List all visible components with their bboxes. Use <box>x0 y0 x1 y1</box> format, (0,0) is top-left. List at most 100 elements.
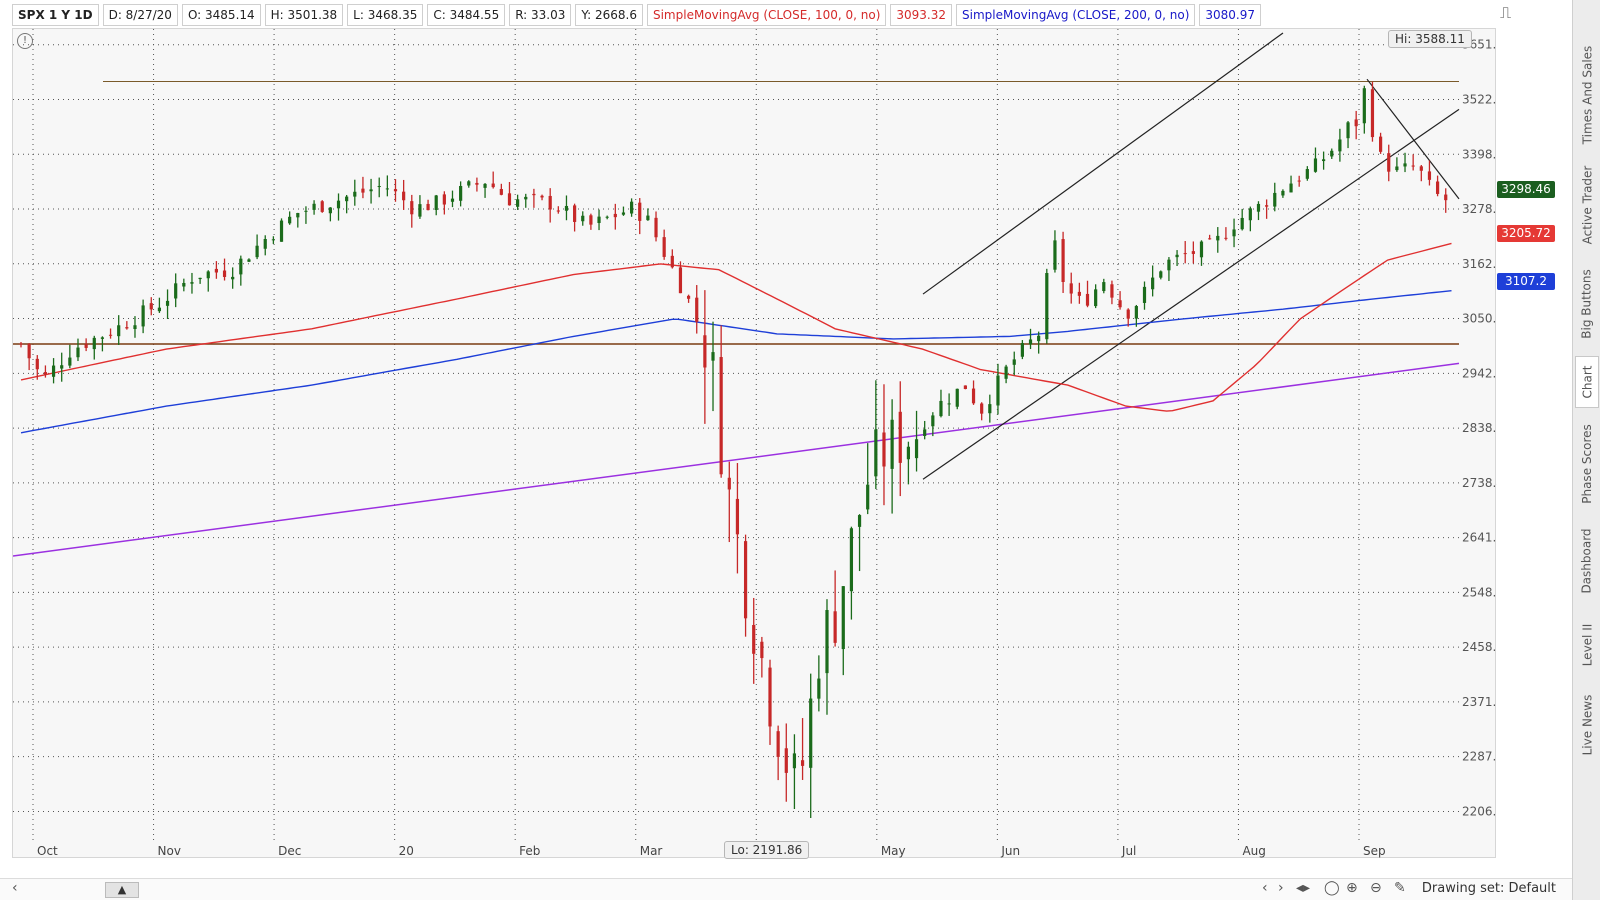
candle-body <box>1134 306 1138 319</box>
tab-active-trader[interactable]: Active Trader <box>1580 165 1595 245</box>
drawing-set-selector[interactable]: Drawing set: Default <box>1421 881 1556 896</box>
y-tick-label: 3398.21 <box>1462 147 1497 161</box>
candle-body <box>76 347 80 358</box>
candle-body <box>312 203 316 210</box>
candle-body <box>833 611 837 643</box>
candle-body <box>524 196 528 200</box>
price-chart[interactable]: 3651.743522.693398.213278.123162.283050.… <box>12 28 1497 859</box>
candle-body <box>1037 335 1041 342</box>
candle-body <box>117 325 121 337</box>
symbol-label[interactable]: SPX 1 Y 1D <box>12 3 99 26</box>
candle-body <box>499 188 503 195</box>
candle-body <box>1330 150 1334 157</box>
chart-settings-icon[interactable]: ⎍ <box>1500 3 1512 22</box>
x-tick-label: Jul <box>1121 844 1136 858</box>
candle-body <box>369 189 373 192</box>
candle-body <box>849 528 854 592</box>
candle-body <box>1313 158 1318 172</box>
candle-body <box>1240 217 1244 230</box>
candle-body <box>1110 284 1114 298</box>
candle-body <box>1403 163 1407 167</box>
y-tick-label: 2838.74 <box>1462 421 1497 435</box>
candle-body <box>670 255 674 268</box>
candle-body <box>320 201 324 212</box>
x-tick-label: Dec <box>278 844 301 858</box>
channel-upper-line <box>922 32 1284 295</box>
candle-body <box>92 337 96 350</box>
reset-zoom-icon[interactable]: ◯ <box>1324 880 1340 896</box>
open-value: O: 3485.14 <box>181 3 261 26</box>
candle-body <box>377 186 381 188</box>
candle-body <box>336 200 341 209</box>
candle-body <box>108 334 113 336</box>
candle-body <box>450 198 455 202</box>
scroll-left-arrow-icon[interactable]: ‹ <box>12 880 18 896</box>
candle-body <box>206 271 210 279</box>
tab-big-buttons[interactable]: Big Buttons <box>1580 269 1595 339</box>
alert-clock-icon[interactable]: ! <box>17 33 33 49</box>
candle-body <box>157 307 162 312</box>
candle-body <box>263 239 267 249</box>
candle-body <box>540 195 544 198</box>
y-tick-label: 2738.42 <box>1462 476 1497 490</box>
tab-live-news[interactable]: Live News <box>1580 694 1594 756</box>
y-tick-label: 3162.28 <box>1462 257 1497 271</box>
tab-chart[interactable]: Chart <box>1575 356 1599 408</box>
channel-lower-line <box>922 108 1460 480</box>
candle-body <box>906 446 911 460</box>
candle-body <box>971 388 976 404</box>
sma200-label[interactable]: SimpleMovingAvg (CLOSE, 200, 0, no) <box>956 3 1196 26</box>
range-value: R: 33.03 <box>509 3 572 26</box>
candle-body <box>1142 286 1147 303</box>
pan-arrows-icon[interactable]: ◂▸ <box>1296 880 1311 896</box>
tab-times-and-sales[interactable]: Times And Sales <box>1580 45 1594 145</box>
candle-body <box>589 215 593 225</box>
candle-body <box>51 365 56 377</box>
candle-body <box>914 439 919 459</box>
chart-canvas[interactable]: 3651.743522.693398.213278.123162.283050.… <box>13 29 1497 859</box>
candle-body <box>198 277 202 280</box>
candle-body <box>1256 203 1261 212</box>
long-trendline <box>13 362 1460 557</box>
candle-body <box>1102 282 1106 292</box>
sma100-label[interactable]: SimpleMovingAvg (CLOSE, 100, 0, no) <box>646 3 887 26</box>
zoom-in-icon[interactable]: ⊕ <box>1346 880 1358 896</box>
candle-body <box>1159 271 1163 278</box>
tab-dashboard[interactable]: Dashboard <box>1580 528 1595 594</box>
candle-body <box>882 432 886 467</box>
candle-body <box>182 282 186 287</box>
x-tick-label: May <box>881 844 906 858</box>
candle-body <box>1387 153 1391 172</box>
scroll-prev-icon[interactable]: ‹ <box>1262 880 1268 896</box>
candle-body <box>1191 251 1195 254</box>
candle-body <box>711 352 715 361</box>
candle-body <box>743 541 748 619</box>
tab-phase-scores[interactable]: Phase Scores <box>1580 424 1595 504</box>
scroll-next-icon[interactable]: › <box>1278 880 1284 896</box>
candle-body <box>516 199 520 207</box>
candle-body <box>19 343 23 345</box>
y-tick-label: 2458.24 <box>1462 640 1497 654</box>
candle-body <box>898 411 902 463</box>
candle-body <box>1232 229 1236 237</box>
candle-body <box>613 213 617 218</box>
candle-body <box>507 193 512 206</box>
x-tick-label: Aug <box>1242 844 1265 858</box>
candle-body <box>573 205 577 222</box>
candle-body <box>703 335 707 368</box>
scroll-thumb[interactable]: ▲ <box>105 882 139 898</box>
pencil-draw-icon[interactable]: ✎ <box>1394 880 1406 896</box>
candle-body <box>475 182 479 185</box>
candle-body <box>1053 240 1057 270</box>
candle-body <box>353 191 357 197</box>
candle-body <box>1379 136 1383 152</box>
candle-body <box>629 201 634 214</box>
candle-body <box>996 375 1000 406</box>
chart-header-bar: SPX 1 Y 1D D: 8/27/20 O: 3485.14 H: 3501… <box>12 2 1265 27</box>
candle-body <box>60 365 64 369</box>
zoom-out-icon[interactable]: ⊖ <box>1370 880 1382 896</box>
tab-level-ii[interactable]: Level II <box>1580 623 1595 667</box>
sma100-value: 3093.32 <box>890 3 952 26</box>
candle-body <box>385 188 389 190</box>
